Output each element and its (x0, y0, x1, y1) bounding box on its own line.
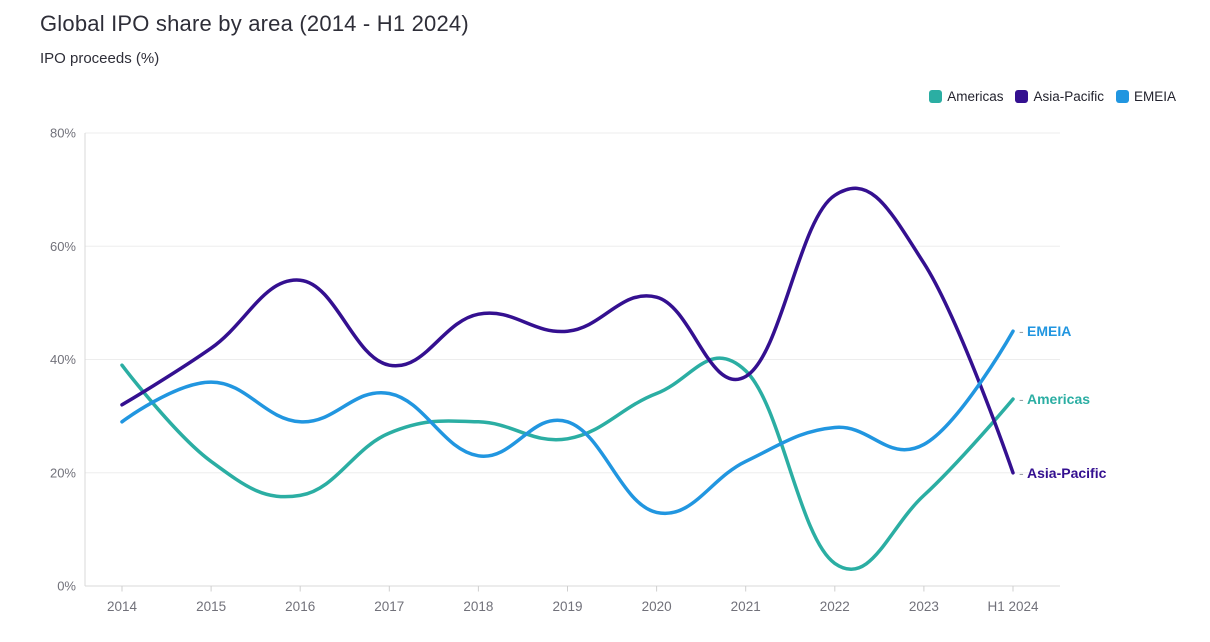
series-end-label-emeia: - EMEIA (1019, 323, 1071, 339)
legend-item-label: EMEIA (1133, 89, 1176, 104)
x-axis-label: 2016 (285, 599, 315, 614)
series-line-asia-pacific (120, 186, 1015, 475)
legend-item-americas[interactable]: Americas (929, 89, 1003, 104)
y-axis-label: 80% (50, 126, 76, 141)
x-axis-label: H1 2024 (987, 599, 1039, 614)
series-line-emeia (120, 329, 1015, 516)
x-axis-label: 2022 (820, 599, 850, 614)
chart-subtitle: IPO proceeds (%) (40, 50, 160, 67)
x-axis-label: 2019 (552, 599, 582, 614)
y-axis-label: 60% (50, 239, 76, 254)
x-axis-label: 2021 (731, 599, 761, 614)
series-line-americas (120, 356, 1015, 572)
legend-item-label: Asia-Pacific (1033, 89, 1104, 104)
y-axis-label: 0% (57, 579, 76, 594)
x-axis-label: 2020 (642, 599, 672, 614)
x-axis-label: 2023 (909, 599, 939, 614)
x-axis-label: 2017 (374, 599, 404, 614)
x-axis-label: 2015 (196, 599, 226, 614)
legend-item-emeia[interactable]: EMEIA (1115, 89, 1176, 104)
legend: Americas Asia-Pacific EMEIA (929, 89, 1176, 104)
y-axis-label: 20% (50, 465, 76, 480)
legend-item-asia-pacific[interactable]: Asia-Pacific (1015, 89, 1104, 104)
y-axis-label: 40% (50, 352, 76, 367)
legend-swatch-icon (1015, 90, 1029, 103)
chart-title: Global IPO share by area (2014 - H1 2024… (40, 11, 469, 36)
x-axis-label: 2014 (107, 599, 138, 614)
series-end-label-americas: - Americas (1019, 391, 1090, 407)
legend-swatch-icon (929, 90, 943, 103)
series-end-label-asia-pacific: - Asia-Pacific (1019, 465, 1107, 481)
legend-item-label: Americas (947, 89, 1004, 104)
legend-swatch-icon (1115, 90, 1129, 103)
x-axis-label: 2018 (463, 599, 493, 614)
